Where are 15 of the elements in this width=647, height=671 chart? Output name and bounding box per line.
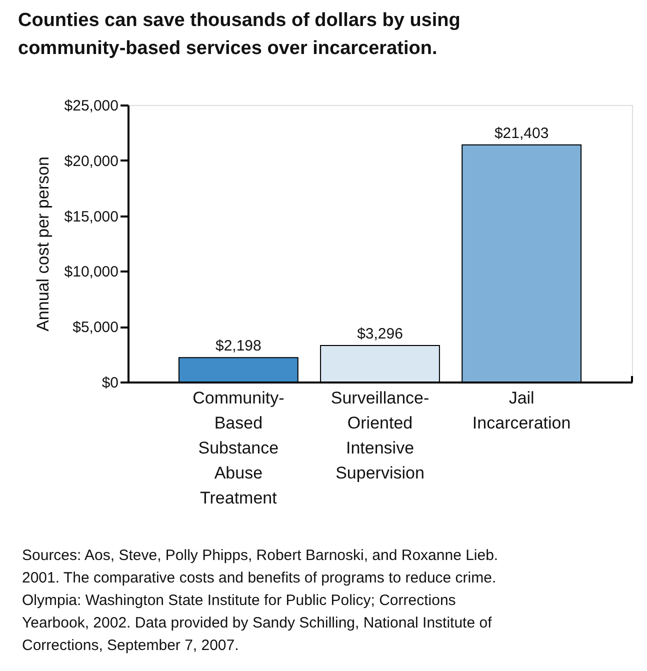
y-tick-label: $10,000 [64, 264, 118, 281]
y-tick-label: $20,000 [64, 152, 118, 170]
data-label: $3,296 [357, 325, 403, 342]
data-label: $2,198 [215, 338, 262, 355]
y-tick-label: $25,000 [64, 98, 118, 114]
y-axis-title: Annual cost per person [33, 156, 52, 332]
y-tick-label: $0 [102, 374, 118, 392]
x-tick-label: Jail Incarceration [472, 388, 571, 432]
x-tick-label: Surveillance- Oriented Intensive Supervision [330, 388, 430, 482]
data-label: $21,403 [494, 124, 549, 142]
x-tick-label: Community- Based Substance Abuse Treatment [192, 388, 284, 508]
source-note: Sources: Aos, Steve, Polly Phipps, Robert Barnoski, and Roxanne Lieb. 2001. The comparative costs and benefits of programs to reduce crime. Olympia: Washington State Institute for Public Policy; Corrections Yearbook, 2002. Data provided by Sandy Schilling, National Institute of Corrections, September 7, 2007. [22, 547, 498, 654]
y-tick-label: $15,000 [64, 208, 118, 226]
chart-title: Counties can save thousands of dollars by using community-based services over incarceration. [18, 10, 460, 59]
y-tick-label: $5,000 [72, 319, 118, 336]
